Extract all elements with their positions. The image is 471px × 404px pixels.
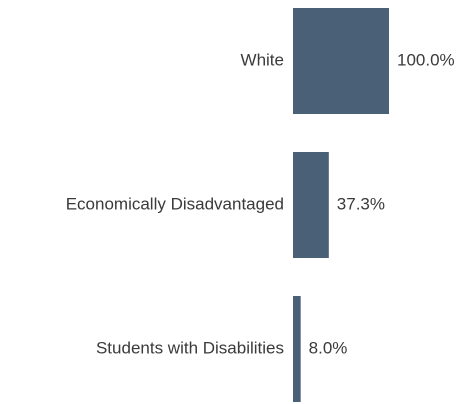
value-labels-group: 100.0% 37.3% 8.0%	[309, 50, 455, 357]
bar-2	[293, 296, 301, 402]
value-label-0: 100.0%	[397, 50, 455, 69]
bar-1	[293, 152, 329, 258]
category-labels-group: White Economically Disadvantaged Students …	[66, 50, 284, 357]
bars-group	[293, 8, 389, 402]
value-label-1: 37.3%	[337, 194, 385, 213]
value-label-2: 8.0%	[309, 338, 348, 357]
category-label-1: Economically Disadvantaged	[66, 194, 284, 213]
category-label-0: White	[241, 50, 284, 69]
bar-0	[293, 8, 389, 114]
category-label-2: Students with Disabilities	[96, 338, 284, 357]
